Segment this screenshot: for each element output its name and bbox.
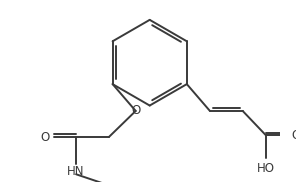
Text: O: O <box>41 130 50 144</box>
Text: HO: HO <box>257 162 275 175</box>
Text: O: O <box>131 105 140 117</box>
Text: HN: HN <box>67 165 85 178</box>
Text: O: O <box>292 129 296 142</box>
